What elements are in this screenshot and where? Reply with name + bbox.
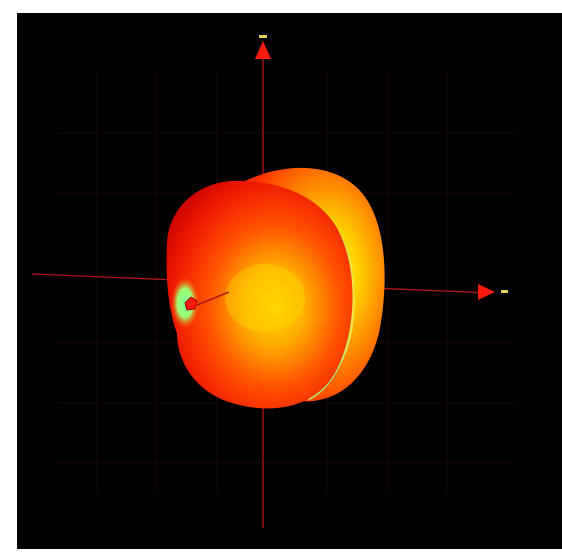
direction-pointer[interactable] — [184, 291, 230, 311]
3d-pattern-canvas[interactable] — [17, 13, 562, 549]
3d-radiation-pattern-viewport[interactable] — [17, 13, 562, 549]
front-lobe — [166, 180, 353, 409]
pattern-highlight — [225, 264, 305, 332]
direction-pointer-icon — [184, 296, 198, 311]
z-axis-tick-marker — [259, 35, 267, 38]
x-axis-arrow-icon — [478, 284, 495, 300]
z-axis-arrow-icon — [255, 41, 271, 59]
radiation-pattern-surface[interactable] — [166, 167, 385, 409]
x-axis-tick-marker — [501, 290, 508, 293]
direction-pointer-line — [196, 291, 230, 306]
